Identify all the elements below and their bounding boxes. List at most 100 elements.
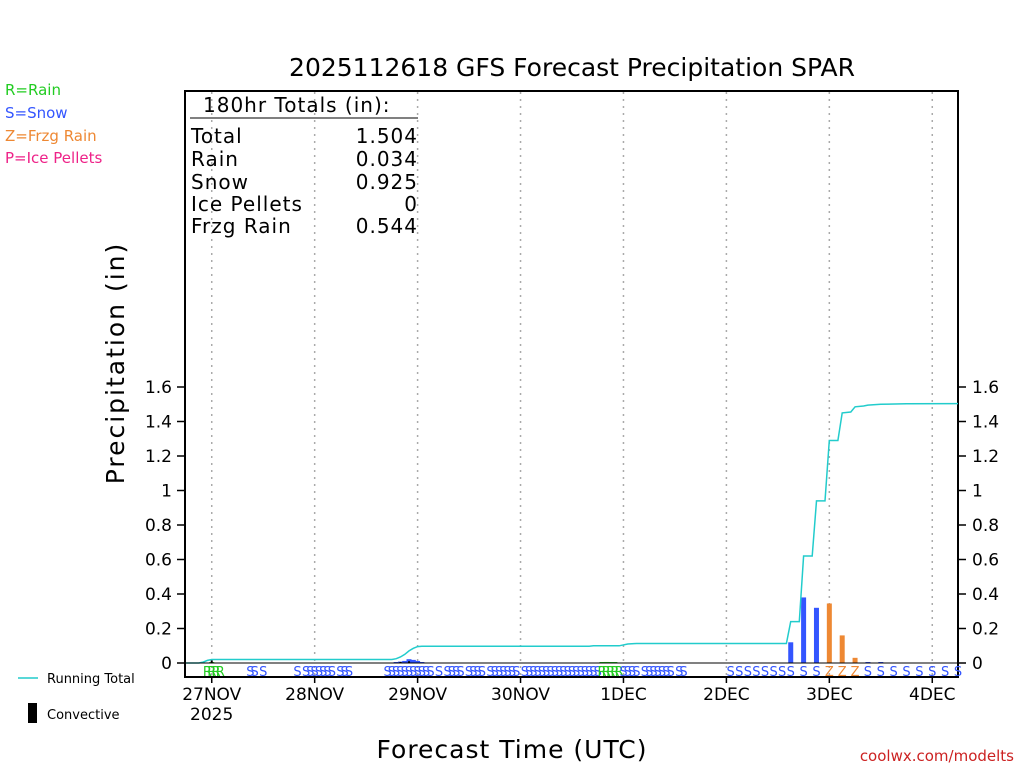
convective-bar	[210, 660, 213, 663]
type-marker: S	[658, 665, 666, 680]
type-marker: S	[632, 665, 640, 680]
type-marker: S	[422, 665, 430, 680]
type-marker: S	[538, 665, 546, 680]
convective-legend-label: Convective	[47, 708, 120, 723]
x-tick-label: 2DEC	[703, 685, 750, 705]
type-marker: Z	[825, 665, 834, 680]
type-marker: S	[534, 665, 542, 680]
type-marker: S	[474, 665, 482, 680]
type-marker: S	[559, 665, 567, 680]
type-marker: S	[941, 665, 949, 680]
y-tick-label-left: 0.2	[145, 620, 172, 640]
x-axis-ticks: 27NOV 28NOV 29NOV 30NOV 1DEC 2DEC 3DEC 4DEC	[182, 676, 956, 705]
type-marker: S	[341, 665, 349, 680]
type-marker: S	[628, 665, 636, 680]
type-marker: S	[418, 665, 426, 680]
precip-bar	[402, 660, 408, 663]
totals-total-label: Total	[190, 124, 243, 148]
y-tick-label-right: 1.6	[972, 378, 999, 398]
type-marker: S	[525, 665, 533, 680]
x-tick-label: 1DEC	[600, 685, 647, 705]
type-marker: S	[761, 665, 769, 680]
type-marker: S	[302, 665, 310, 680]
y-tick-label-left: 0.6	[145, 551, 172, 571]
totals-ice-label: Ice Pellets	[191, 192, 303, 216]
type-marker: S	[392, 665, 400, 680]
type-marker: S	[954, 665, 962, 680]
type-marker: S	[752, 665, 760, 680]
type-marker: S	[504, 665, 512, 680]
type-marker: S	[315, 665, 323, 680]
type-marker: S	[319, 665, 327, 680]
type-marker: S	[928, 665, 936, 680]
type-legend: R=Rain S=Snow Z=Frzg Rain P=Ice Pellets	[5, 81, 102, 167]
type-marker: S	[551, 665, 559, 680]
type-marker: S	[589, 665, 597, 680]
type-marker: S	[902, 665, 910, 680]
type-marker: S	[654, 665, 662, 680]
type-marker: S	[662, 665, 670, 680]
type-marker: S	[667, 665, 675, 680]
x-tick-label: 4DEC	[909, 685, 956, 705]
type-marker: S	[478, 665, 486, 680]
legend-ice-pellets: P=Ice Pellets	[5, 149, 102, 167]
convective-bar	[408, 661, 411, 663]
type-marker: S	[735, 665, 743, 680]
type-marker: R	[597, 665, 606, 680]
type-marker: S	[727, 665, 735, 680]
type-marker: S	[396, 665, 404, 680]
credit-text: coolwx.com/modelts	[860, 747, 1014, 765]
type-marker: S	[890, 665, 898, 680]
y-tick-label-right: 0	[972, 654, 983, 674]
y-tick-label-right: 0.6	[972, 551, 999, 571]
convective-bar	[399, 661, 402, 663]
type-marker: S	[508, 665, 516, 680]
type-marker: R	[216, 665, 225, 680]
grid-lines	[210, 92, 934, 676]
y-tick-label-left: 1	[161, 482, 172, 502]
y-tick-label-left: 1.2	[145, 447, 172, 467]
type-marker: S	[293, 665, 301, 680]
type-marker: S	[645, 665, 653, 680]
x-axis-label: Forecast Time (UTC)	[377, 735, 648, 764]
running-total-line	[186, 402, 959, 664]
type-marker: S	[306, 665, 314, 680]
type-marker: S	[246, 665, 254, 680]
type-marker: S	[864, 665, 872, 680]
type-marker: S	[812, 665, 820, 680]
type-marker: S	[744, 665, 752, 680]
type-marker: S	[594, 665, 602, 680]
precip-bar	[801, 597, 807, 663]
type-marker: S	[564, 665, 572, 680]
series-legend: Running Total Convective	[18, 672, 135, 723]
y-tick-label-left: 0	[161, 654, 172, 674]
type-marker: S	[581, 665, 589, 680]
x-tick-label: 29NOV	[388, 685, 447, 705]
totals-rain-value: 0.034	[356, 147, 418, 171]
totals-header: 180hr Totals (in):	[203, 93, 391, 117]
legend-rain: R=Rain	[5, 81, 61, 99]
type-marker: S	[469, 665, 477, 680]
totals-box: 180hr Totals (in): Total 1.504 Rain 0.03…	[190, 93, 418, 238]
running-total-legend-label: Running Total	[47, 672, 135, 687]
type-marker: S	[778, 665, 786, 680]
chart-title: 2025112618 GFS Forecast Precipitation SP…	[289, 53, 855, 82]
type-marker: S	[448, 665, 456, 680]
y-axis-ticks: 0 0 0.2 0.2 0.4 0.4 0.6 0.6 0.8 0.8 1 1 1.2 1.2 1.4 1.4…	[145, 378, 999, 674]
type-marker: S	[328, 665, 336, 680]
type-marker: S	[521, 665, 529, 680]
type-marker: S	[250, 665, 258, 680]
type-marker: S	[336, 665, 344, 680]
type-marker: S	[409, 665, 417, 680]
convective-legend-swatch	[28, 703, 37, 723]
type-marker: R	[207, 665, 216, 680]
type-marker: S	[323, 665, 331, 680]
type-marker: S	[619, 665, 627, 680]
precip-bar	[839, 635, 845, 663]
precip-bar	[410, 659, 416, 663]
totals-total-value: 1.504	[356, 124, 418, 148]
y-tick-label-right: 1.2	[972, 447, 999, 467]
x-tick-label: 27NOV	[182, 685, 241, 705]
type-marker: S	[641, 665, 649, 680]
type-marker: S	[529, 665, 537, 680]
